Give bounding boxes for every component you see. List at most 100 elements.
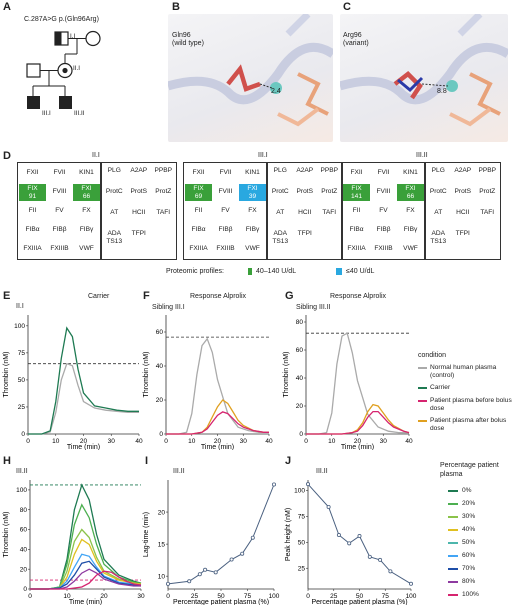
y-tick-label: 60 bbox=[156, 329, 164, 336]
y-tick-label: 40 bbox=[20, 547, 28, 554]
y-axis-label: Thrombin (nM) bbox=[3, 512, 10, 558]
panel-label-g: G bbox=[285, 290, 294, 302]
structure-wild-type bbox=[168, 14, 333, 142]
x-tick-label: 100 bbox=[269, 593, 280, 600]
panel-label-b: B bbox=[172, 1, 180, 13]
series-line bbox=[306, 332, 409, 435]
factor-cell: KIN1 bbox=[79, 169, 94, 176]
protein-cell: TFPI bbox=[455, 230, 470, 237]
series-line bbox=[167, 484, 275, 585]
data-point bbox=[409, 581, 414, 586]
protein-cell: TFPI bbox=[131, 230, 146, 237]
x-tick-label: 40 bbox=[265, 438, 273, 445]
data-point bbox=[326, 504, 331, 509]
factor-cell: FVIII bbox=[52, 188, 67, 195]
factor-cell: FII bbox=[28, 207, 37, 214]
factor-cell: FIBγ bbox=[79, 226, 94, 233]
y-tick-label: 20 bbox=[158, 509, 166, 516]
legend-blue-swatch bbox=[336, 268, 342, 275]
factor-cell: FII bbox=[352, 207, 361, 214]
x-axis-label: Percentage patient plasma (%) bbox=[311, 599, 407, 605]
condition-label: Normal human plasma (control) bbox=[430, 364, 497, 379]
protein-cell: A2AP bbox=[454, 167, 472, 174]
x-tick-label: 10 bbox=[328, 438, 336, 445]
protein-cell: TFPI bbox=[297, 230, 312, 237]
factor-grid-other: PLG A2AP PPBP ProtC ProtS ProtZ AT HCII TAFI ADA … bbox=[267, 162, 343, 260]
data-point bbox=[213, 570, 218, 575]
structure-c-subtitle: (variant) bbox=[343, 40, 369, 47]
protein-cell: AT bbox=[110, 209, 119, 216]
distance-c: 8.8 bbox=[437, 88, 447, 95]
factor-cell: FX bbox=[406, 207, 415, 214]
protein-cell: ProtC bbox=[429, 188, 447, 195]
x-tick-label: 30 bbox=[380, 438, 388, 445]
factor-cell: FXII bbox=[350, 169, 363, 176]
factor-cell: FXI 66 bbox=[397, 184, 424, 201]
y-tick-label: 0 bbox=[299, 431, 303, 438]
factor-cell: FIBβ bbox=[376, 226, 391, 233]
panel-label-d: D bbox=[3, 150, 11, 162]
e-title: Carrier bbox=[88, 293, 110, 300]
pct-swatch bbox=[448, 503, 458, 505]
panel-label-h: H bbox=[3, 455, 11, 467]
factor-cell: FIBβ bbox=[218, 226, 233, 233]
protein-cell: PPBP bbox=[154, 167, 173, 174]
i-sub: III.II bbox=[173, 468, 185, 475]
x-tick-label: 25 bbox=[330, 593, 338, 600]
condition-swatch bbox=[418, 420, 427, 422]
protein-cell: ProtS bbox=[296, 188, 314, 195]
data-point bbox=[388, 569, 393, 574]
factor-cell: FV bbox=[55, 207, 64, 214]
factor-cell: FIBα bbox=[191, 226, 206, 233]
x-tick-label: 0 bbox=[166, 593, 170, 600]
series-line bbox=[30, 538, 142, 590]
y-tick-label: 100 bbox=[16, 487, 27, 494]
pct-label: 60% bbox=[462, 552, 476, 559]
factor-cell: FIBγ bbox=[403, 226, 418, 233]
pedigree-affected-iii-ii bbox=[59, 96, 72, 109]
pct-label: 30% bbox=[462, 513, 476, 520]
x-tick-label: 20 bbox=[354, 438, 362, 445]
y-tick-label: 100 bbox=[294, 488, 305, 495]
series-line bbox=[307, 483, 412, 585]
factor-cell: FXIIIA bbox=[347, 245, 366, 252]
x-axis-label: Time (min) bbox=[67, 444, 100, 450]
chart-i-lagtime: 0 25 50 75 100 10 15 20 Percentage patient plasm… bbox=[143, 480, 280, 605]
pct-label: 20% bbox=[462, 500, 476, 507]
protein-cell: ADA TS13 bbox=[106, 230, 123, 245]
pct-legend-title: Percentage patient plasma bbox=[440, 462, 499, 478]
x-tick-label: 10 bbox=[52, 438, 60, 445]
protein-cell: PLG bbox=[273, 167, 287, 174]
distance-b: 2.4 bbox=[271, 88, 281, 95]
protein-cell: A2AP bbox=[296, 167, 314, 174]
y-tick-label: 100 bbox=[14, 323, 25, 330]
protein-cell: ProtS bbox=[454, 188, 472, 195]
pct-label: 0% bbox=[462, 487, 472, 494]
panel-label-e: E bbox=[3, 290, 11, 302]
data-point bbox=[336, 533, 341, 538]
factor-cell: FII bbox=[194, 207, 203, 214]
factor-cell: FIBα bbox=[349, 226, 364, 233]
factor-cell: FX bbox=[248, 207, 257, 214]
pedigree-male-ii-fill bbox=[55, 32, 62, 45]
y-tick-label: 20 bbox=[296, 403, 304, 410]
chart-e-carrier: 0 10 20 30 40 0 25 50 75 100 Time (min) Thrombin (n… bbox=[3, 315, 143, 450]
factor-grid-coag: FXII FVII KIN1 FIX 69 FVIII FXI 39 FII FV FX FIBα… bbox=[183, 162, 267, 260]
series-line bbox=[166, 399, 269, 435]
x-axis-label: Time (min) bbox=[69, 599, 102, 605]
y-axis-label: Thrombin (nM) bbox=[3, 352, 10, 398]
factor-cell: FIBγ bbox=[245, 226, 260, 233]
protein-cell: HCII bbox=[132, 209, 146, 216]
x-tick-label: 30 bbox=[108, 438, 116, 445]
x-tick-label: 20 bbox=[80, 438, 88, 445]
factor-cell: FXIIIA bbox=[23, 245, 42, 252]
protein-cell: ADA TS13 bbox=[272, 230, 289, 245]
pedigree-female-i bbox=[85, 30, 101, 47]
x-tick-label: 20 bbox=[214, 438, 222, 445]
series-line bbox=[30, 483, 142, 590]
x-tick-label: 100 bbox=[406, 593, 417, 600]
pct-swatch bbox=[448, 581, 458, 583]
j-sub: III.II bbox=[316, 468, 328, 475]
pct-swatch bbox=[448, 490, 458, 492]
y-tick-label: 75 bbox=[18, 350, 26, 357]
